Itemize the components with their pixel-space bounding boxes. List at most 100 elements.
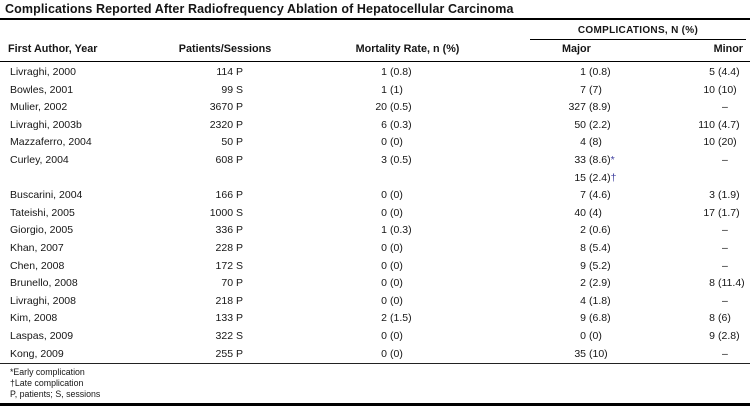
cell-major: 327 (8.9) [568, 101, 611, 114]
cell-mortality: 0 (0) [381, 206, 403, 219]
cell-minor: 10 (10) [703, 83, 737, 96]
cell-mortality: 3 (0.5) [381, 153, 412, 166]
table-row: Brunello, 2008 70 P 0 (0) 2 (2.9) 8 (11.4) [0, 275, 750, 293]
complications-table: COMPLICATIONS, N (%) First Author, Year … [0, 20, 750, 363]
footnote-late-complication: †Late complication [10, 377, 84, 388]
cell-mortality: 0 (0) [381, 189, 403, 202]
spanner-empty-cell [0, 20, 490, 40]
cell-minor: 17 (1.7) [703, 206, 740, 219]
cell-major: 1 (0.8) [580, 66, 611, 78]
cell-mortality: 0 (0) [381, 277, 403, 290]
cell-author: Mazzaferro, 2004 [10, 136, 92, 149]
cell-major: 8 (5.4) [580, 241, 611, 254]
cell-major: 2 (0.6) [580, 224, 611, 237]
cell-author: Buscarini, 2004 [10, 189, 83, 202]
cell-author: Brunello, 2008 [10, 277, 78, 290]
cell-patients: 2320 P [209, 118, 243, 131]
cell-minor: 9 (2.8) [709, 329, 740, 342]
cell-major: 7 (7) [580, 83, 602, 96]
cell-minor: – [722, 294, 728, 307]
cell-mortality: 6 (0.3) [381, 118, 412, 131]
table-row: Mazzaferro, 2004 50 P 0 (0) 4 (8) 10 (20) [0, 134, 750, 152]
cell-minor: 8 (6) [709, 312, 731, 325]
cell-author: Livraghi, 2008 [10, 294, 76, 307]
table-row: Livraghi, 2000 114 P 1 (0.8) 1 (0.8) 5 (4.4) [0, 62, 750, 82]
column-header-row: First Author, Year Patients/Sessions Mor… [0, 40, 750, 62]
cell-mortality: 2 (1.5) [381, 312, 412, 325]
table-row: Kim, 2008 133 P 2 (1.5) 9 (6.8) 8 (6) [0, 310, 750, 328]
cell-mortality: 1 (0.3) [381, 224, 412, 237]
cell-patients: 228 P [215, 241, 243, 254]
cell-author: Kong, 2009 [10, 347, 64, 360]
cell-major: 0 (0) [580, 329, 602, 342]
cell-author: Laspas, 2009 [10, 329, 74, 342]
cell-patients: 70 P [221, 277, 243, 290]
cell-author: Chen, 2008 [10, 259, 65, 272]
cell-patients: 133 P [215, 312, 243, 325]
cell-minor: – [722, 241, 728, 254]
cell-minor: – [722, 347, 728, 360]
cell-mortality: 0 (0) [381, 329, 403, 342]
cell-author: Bowles, 2001 [10, 83, 74, 96]
cell-mortality: 20 (0.5) [375, 101, 412, 114]
cell-author: Livraghi, 2000 [10, 66, 76, 78]
table-footnotes: *Early complication †Late complication P… [0, 363, 750, 406]
header-major: Major [490, 40, 625, 62]
cell-mortality: 1 (0.8) [381, 66, 412, 78]
cell-author: Giorgio, 2005 [10, 224, 74, 237]
table-title: Complications Reported After Radiofreque… [0, 0, 750, 20]
cell-mortality: 0 (0) [381, 347, 403, 360]
complications-group-label: COMPLICATIONS, N (%) [577, 25, 699, 36]
table-row: Livraghi, 2003b 2320 P 6 (0.3) 50 (2.2) 110 (4.… [0, 117, 750, 135]
cell-minor: – [722, 224, 728, 237]
cell-minor: 110 (4.7) [698, 118, 740, 131]
complications-group-header: COMPLICATIONS, N (%) [490, 20, 750, 40]
table-row: Mulier, 2002 3670 P 20 (0.5) 327 (8.9) – [0, 99, 750, 117]
table-body: Livraghi, 2000 114 P 1 (0.8) 1 (0.8) 5 (4.4) Bow… [0, 62, 750, 364]
cell-minor: 5 (4.4) [709, 66, 740, 78]
cell-patients: 218 P [215, 294, 243, 307]
table-row: Giorgio, 2005 336 P 1 (0.3) 2 (0.6) – [0, 222, 750, 240]
cell-author: Mulier, 2002 [10, 101, 68, 114]
cell-author: Curley, 2004 [10, 153, 69, 166]
cell-mortality: 1 (1) [381, 83, 403, 96]
table-row: Khan, 2007 228 P 0 (0) 8 (5.4) – [0, 240, 750, 258]
cell-minor: – [722, 153, 728, 166]
column-group-header-row: COMPLICATIONS, N (%) [0, 20, 750, 40]
cell-patients: 172 S [215, 259, 243, 272]
cell-patients: 50 P [221, 136, 243, 149]
cell-patients: 114 P [216, 66, 243, 78]
cell-major: 50 (2.2) [574, 118, 611, 131]
cell-major: 4 (1.8) [580, 294, 611, 307]
table-row: Kong, 2009 255 P 0 (0) 35 (10) – [0, 346, 750, 364]
cell-major: 9 (6.8) [580, 312, 611, 325]
cell-author: Kim, 2008 [10, 312, 58, 325]
table-row: Chen, 2008 172 S 0 (0) 9 (5.2) – [0, 258, 750, 276]
cell-minor: – [722, 259, 728, 272]
cell-minor: – [722, 101, 728, 114]
cell-major: 33 (8.6)* 15 (2.4)† [574, 153, 617, 184]
cell-major: 4 (8) [580, 136, 602, 149]
cell-minor: 8 (11.4) [709, 277, 745, 290]
header-first-author-year: First Author, Year [0, 40, 165, 62]
cell-minor: 3 (1.9) [709, 189, 740, 202]
cell-mortality: 0 (0) [381, 259, 403, 272]
cell-major: 35 (10) [574, 347, 608, 360]
table-row: Curley, 2004 608 P 3 (0.5) 33 (8.6)* 15 (2.4)† – [0, 152, 750, 187]
cell-mortality: 0 (0) [381, 136, 403, 149]
cell-author: Khan, 2007 [10, 241, 64, 254]
table-row: Livraghi, 2008 218 P 0 (0) 4 (1.8) – [0, 293, 750, 311]
header-mortality-rate: Mortality Rate, n (%) [275, 40, 490, 62]
cell-patients: 608 P [215, 153, 243, 166]
header-minor: Minor [625, 40, 750, 62]
cell-patients: 1000 S [209, 206, 243, 219]
table-row: Bowles, 2001 99 S 1 (1) 7 (7) 10 (10) [0, 82, 750, 100]
table-row: Buscarini, 2004 166 P 0 (0) 7 (4.6) 3 (1.9) [0, 187, 750, 205]
cell-author: Tateishi, 2005 [10, 206, 75, 219]
table-row: Tateishi, 2005 1000 S 0 (0) 40 (4) 17 (1.7) [0, 205, 750, 223]
cell-mortality: 0 (0) [381, 294, 403, 307]
header-patients-sessions: Patients/Sessions [165, 40, 275, 62]
cell-major: 40 (4) [574, 206, 602, 219]
cell-patients: 322 S [215, 329, 243, 342]
